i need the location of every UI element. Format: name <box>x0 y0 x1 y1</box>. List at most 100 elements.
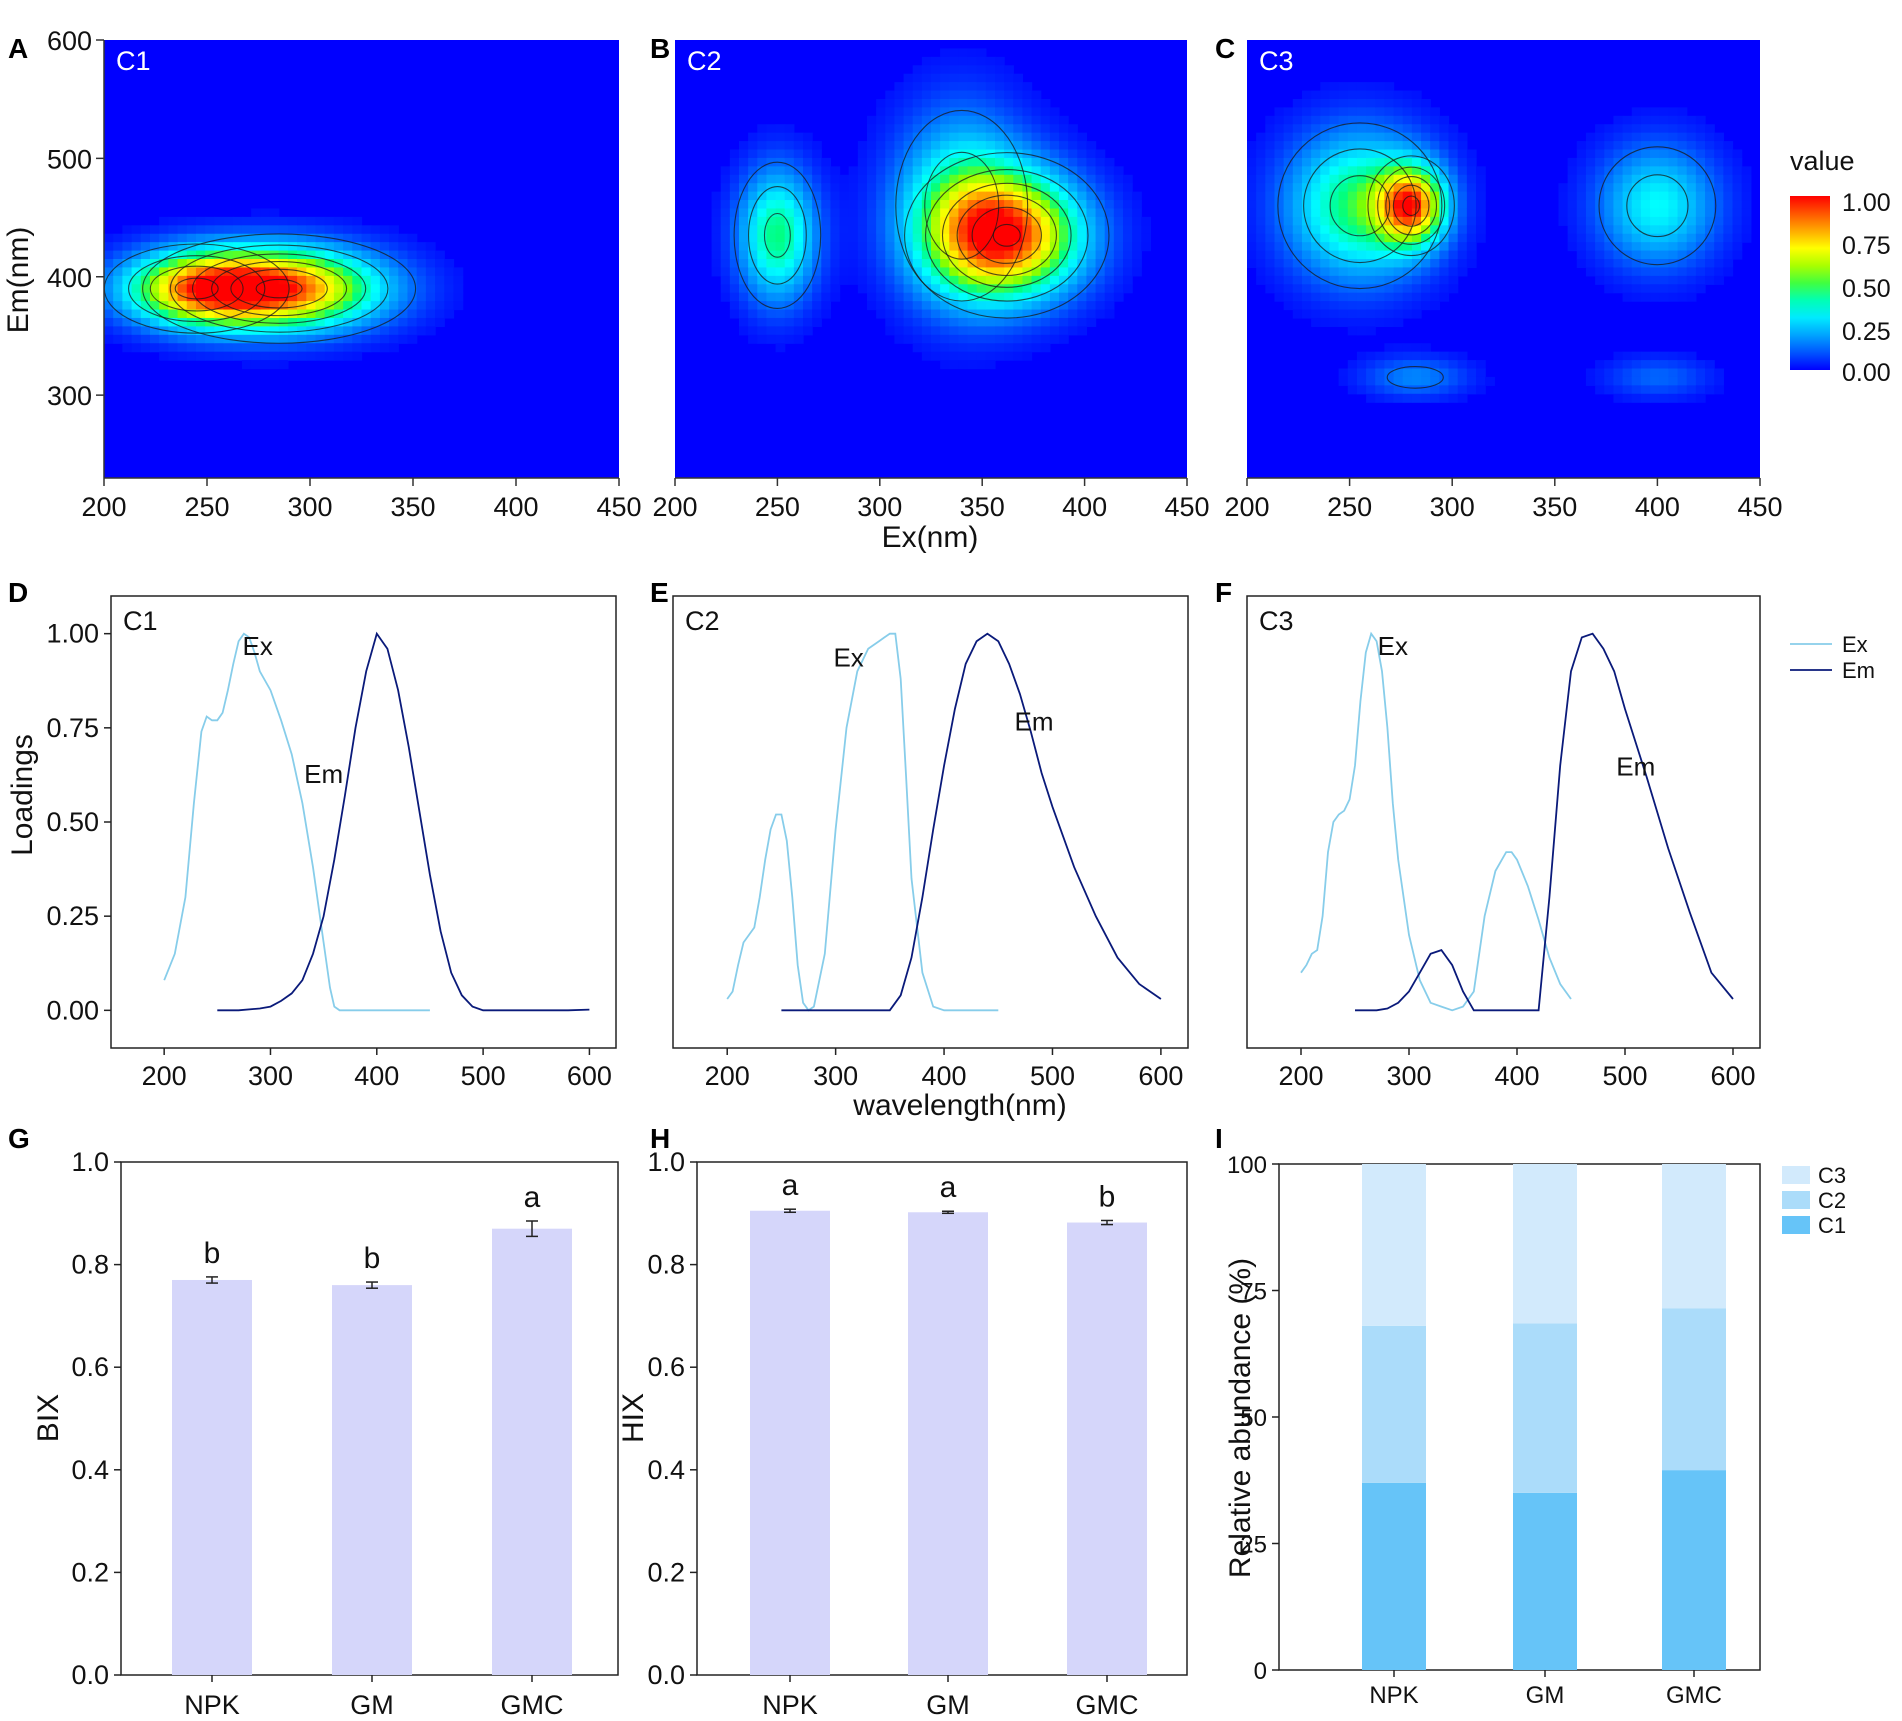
heatmap-cell <box>1375 317 1386 327</box>
heatmap-cell <box>1040 216 1051 226</box>
heatmap-cell <box>1714 368 1724 378</box>
heatmap-cell <box>168 275 179 285</box>
heatmap-cell <box>1031 250 1042 260</box>
heatmap-cell <box>1585 183 1596 193</box>
heatmap-cell <box>1576 250 1587 260</box>
heatmap-cell <box>1329 90 1340 100</box>
heatmap-cell <box>1402 275 1413 285</box>
heatmap-cell <box>122 233 133 243</box>
heatmap-cell <box>1448 174 1459 184</box>
heatmap-cell <box>748 208 758 218</box>
heatmap-cell <box>912 309 923 319</box>
heatmap-cell <box>1274 200 1285 210</box>
heatmap-cell <box>921 174 932 184</box>
heatmap-cell <box>1283 267 1294 277</box>
heatmap-cell <box>1283 292 1294 302</box>
heatmap-cell <box>1622 225 1633 235</box>
colorbar-tick-label: 0.75 <box>1842 232 1891 260</box>
heatmap-cell <box>159 250 169 260</box>
heatmap-cell <box>260 343 271 353</box>
heatmap-cell <box>1366 393 1376 403</box>
heatmap-cell <box>1439 368 1450 378</box>
heatmap-cell <box>1668 259 1679 269</box>
heatmap-cell <box>1301 157 1312 167</box>
heatmap-cell <box>1013 275 1024 285</box>
heatmap-cell <box>931 259 941 269</box>
heatmap-cell <box>1421 301 1431 311</box>
heatmap-cell <box>1393 141 1404 151</box>
heatmap-cell <box>995 292 1005 302</box>
heatmap-cell <box>1640 267 1651 277</box>
heatmap-cell <box>1311 98 1321 108</box>
heatmap-cell <box>885 216 896 226</box>
heatmap-cell <box>821 309 832 319</box>
heatmap-cell <box>912 275 923 285</box>
heatmap-cell <box>1356 326 1367 336</box>
heatmap-cell <box>784 208 795 218</box>
heatmap-cell <box>1040 157 1051 167</box>
heatmap-cell <box>949 317 960 327</box>
heatmap-cell <box>343 284 353 294</box>
heatmap-cell <box>195 225 206 235</box>
heatmap-cell <box>1668 250 1679 260</box>
heatmap-cell <box>1347 385 1358 395</box>
heatmap-cell <box>940 82 950 92</box>
heatmap-cell <box>1439 166 1450 176</box>
heatmap-cell <box>949 98 960 108</box>
heatmap-cell <box>1004 225 1014 235</box>
heatmap-cell <box>1595 385 1605 395</box>
heatmap-cell <box>1356 174 1367 184</box>
heatmap-cell <box>1022 351 1033 361</box>
heatmap-cell <box>1329 233 1340 243</box>
heatmap-cell <box>1732 250 1743 260</box>
heatmap-cell <box>976 149 987 159</box>
heatmap-cell <box>958 275 969 285</box>
heatmap-cell <box>1668 132 1679 142</box>
heatmap-cell <box>425 317 436 327</box>
heatmap-cell <box>352 284 363 294</box>
heatmap-cell <box>333 233 344 243</box>
heatmap-cell <box>720 242 731 252</box>
heatmap-cell <box>1448 149 1459 159</box>
heatmap-cell <box>1320 132 1331 142</box>
heatmap-cell <box>122 250 133 260</box>
heatmap-cell <box>1567 233 1578 243</box>
heatmap-cell <box>1705 208 1715 218</box>
heatmap-cell <box>876 115 886 125</box>
heatmap-cell <box>260 233 271 243</box>
heatmap-cell <box>1366 107 1376 117</box>
heatmap-cell <box>1393 259 1404 269</box>
heatmap-cell <box>1366 267 1376 277</box>
heatmap-cell <box>195 259 206 269</box>
heatmap-cell <box>1695 191 1706 201</box>
heatmap-cell <box>1622 200 1633 210</box>
heatmap-cell <box>1585 132 1596 142</box>
loadings-title: C2 <box>685 606 720 636</box>
heatmap-cell <box>1466 216 1477 226</box>
heatmap-cell <box>912 208 923 218</box>
heatmap-cell <box>921 275 932 285</box>
heatmap-cell <box>1141 233 1152 243</box>
heatmap-cell <box>1686 393 1697 403</box>
heatmap-cell <box>1375 149 1386 159</box>
heatmap-cell <box>1476 376 1486 386</box>
heatmap-cell <box>1393 267 1404 277</box>
heatmap-cell <box>398 317 409 327</box>
heatmap-cell <box>1402 200 1413 210</box>
heatmap-cell <box>1347 90 1358 100</box>
heatmap-cell <box>1077 250 1088 260</box>
heatmap-cell <box>1384 191 1395 201</box>
panel-letter-d: D <box>8 577 28 608</box>
heatmap-cell <box>1375 208 1386 218</box>
heatmap-cell <box>149 267 160 277</box>
heatmap-cell <box>352 250 363 260</box>
heatmap-cell <box>1356 208 1367 218</box>
heatmap-cell <box>1113 166 1124 176</box>
heatmap-cell <box>104 242 114 252</box>
heatmap-cell <box>297 275 307 285</box>
heatmap-cell <box>1347 326 1358 336</box>
heatmap-cell <box>821 191 832 201</box>
heatmap-cell <box>1086 216 1097 226</box>
heatmap-cell <box>1604 191 1615 201</box>
heatmap-cell <box>739 292 749 302</box>
